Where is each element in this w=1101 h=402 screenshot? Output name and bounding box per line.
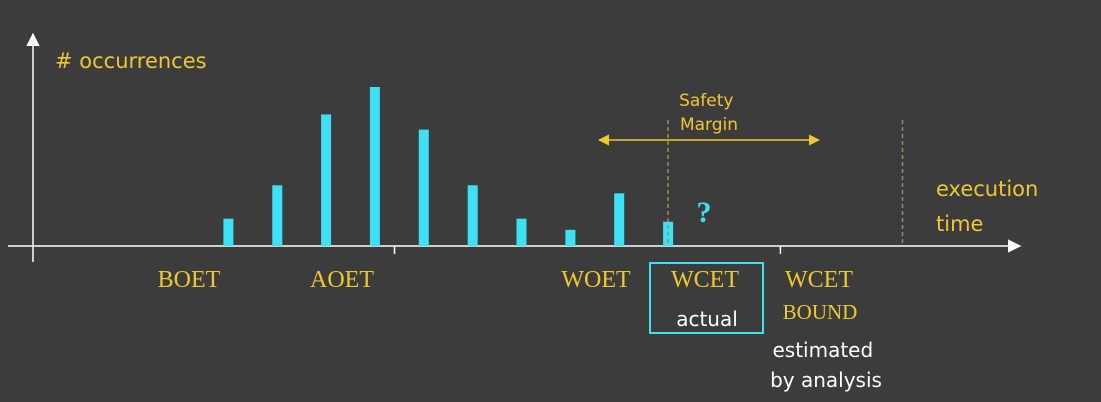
wcet-bound-note: estimated by analysis [770,338,882,392]
bar-4 [369,87,380,246]
bar-6 [467,185,478,247]
bar-5 [418,129,429,246]
woet-label: WOET [561,267,631,293]
safety-margin-label: Safety Margin [679,91,739,135]
bar-8 [565,229,576,246]
wcet-bound-note-line2: by analysis [770,368,882,392]
aoet-label: AOET [310,267,374,293]
actual-wcet-box [649,262,764,334]
wcet-bound-label: WCET [785,267,853,293]
bars-group [223,87,674,247]
safety-margin-label-line2: Margin [680,115,738,135]
wcet-actual-label: WCET [671,267,739,293]
wcet-actual-note: actual [676,307,738,331]
bar-2 [272,185,283,247]
bar-7 [516,218,527,246]
x-axis-label-line2: time [936,212,983,236]
bar-1 [223,218,234,246]
x-axis-label: execution time [936,177,1045,236]
boet-label: BOET [158,267,221,293]
x-axis-label-line1: execution [936,177,1038,201]
unknown-wcet-mark: ? [697,196,712,229]
bar-3 [321,114,332,247]
safety-margin-label-line1: Safety [679,91,733,111]
bar-9 [614,193,625,246]
wcet-bound-note-line1: estimated [772,338,873,362]
wcet-bound-sublabel: BOUND [783,300,858,324]
y-axis-label: # occurrences [55,49,207,73]
